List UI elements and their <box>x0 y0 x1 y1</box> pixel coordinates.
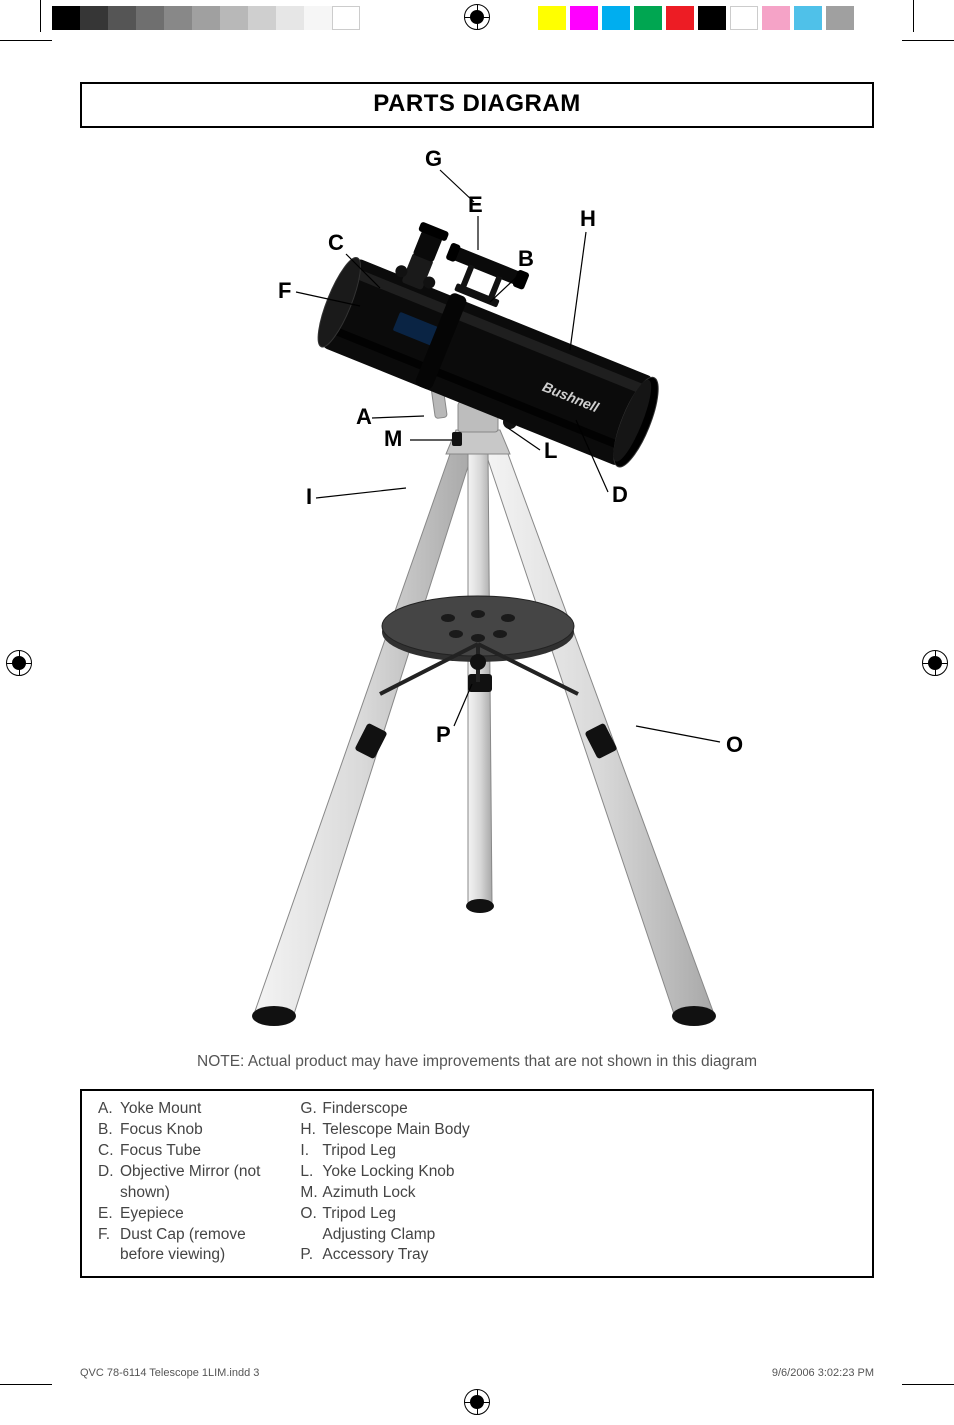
legend-item: G.Finderscope <box>300 1099 469 1120</box>
diagram-label-A: A <box>356 404 372 429</box>
legend-item: C.Focus Tube <box>98 1141 260 1162</box>
diagram-label-G: G <box>425 146 442 171</box>
legend-item: I.Tripod Leg <box>300 1141 469 1162</box>
parts-diagram: BushnellGEHCBFAMLDIPO <box>80 134 874 1049</box>
legend-item-sub: Adjusting Clamp <box>300 1225 469 1246</box>
diagram-label-L: L <box>544 438 557 463</box>
page-title: PARTS DIAGRAM <box>80 82 874 128</box>
diagram-label-O: O <box>726 732 743 757</box>
legend-item: L.Yoke Locking Knob <box>300 1162 469 1183</box>
legend-item: E.Eyepiece <box>98 1204 260 1225</box>
diagram-label-I: I <box>306 484 312 509</box>
diagram-label-F: F <box>278 278 291 303</box>
legend-item: P.Accessory Tray <box>300 1245 469 1266</box>
diagram-label-M: M <box>384 426 402 451</box>
diagram-note: NOTE: Actual product may have improvemen… <box>80 1053 874 1071</box>
diagram-label-D: D <box>612 482 628 507</box>
legend-item: F.Dust Cap (remove <box>98 1225 260 1246</box>
legend-item: B.Focus Knob <box>98 1120 260 1141</box>
legend-item: A.Yoke Mount <box>98 1099 260 1120</box>
registration-color-bar <box>0 6 954 30</box>
diagram-label-P: P <box>436 722 451 747</box>
diagram-label-H: H <box>580 206 596 231</box>
legend-item-sub: before viewing) <box>98 1245 260 1266</box>
legend-item: M.Azimuth Lock <box>300 1183 469 1204</box>
diagram-label-C: C <box>328 230 344 255</box>
registration-mark-right <box>922 650 948 676</box>
registration-mark-left <box>6 650 32 676</box>
registration-mark-bottom <box>464 1389 490 1415</box>
legend-item: H.Telescope Main Body <box>300 1120 469 1141</box>
legend-item-sub: shown) <box>98 1183 260 1204</box>
diagram-label-E: E <box>468 192 483 217</box>
legend-column-1: A.Yoke MountB.Focus KnobC.Focus TubeD.Ob… <box>98 1099 260 1266</box>
diagram-label-B: B <box>518 246 534 271</box>
legend-item: O.Tripod Leg <box>300 1204 469 1225</box>
footer-timestamp: 9/6/2006 3:02:23 PM <box>772 1367 874 1379</box>
footer-filename: QVC 78-6114 Telescope 1LIM.indd 3 <box>80 1367 259 1379</box>
legend-column-2: G.FinderscopeH.Telescope Main BodyI.Trip… <box>300 1099 469 1266</box>
legend-item: D.Objective Mirror (not <box>98 1162 260 1183</box>
parts-legend: A.Yoke MountB.Focus KnobC.Focus TubeD.Ob… <box>80 1089 874 1278</box>
